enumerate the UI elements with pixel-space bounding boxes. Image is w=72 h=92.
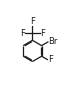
Text: F: F (20, 29, 25, 38)
Text: F: F (48, 55, 53, 64)
Text: F: F (30, 17, 35, 26)
Text: Br: Br (48, 38, 58, 46)
Text: F: F (40, 29, 45, 38)
